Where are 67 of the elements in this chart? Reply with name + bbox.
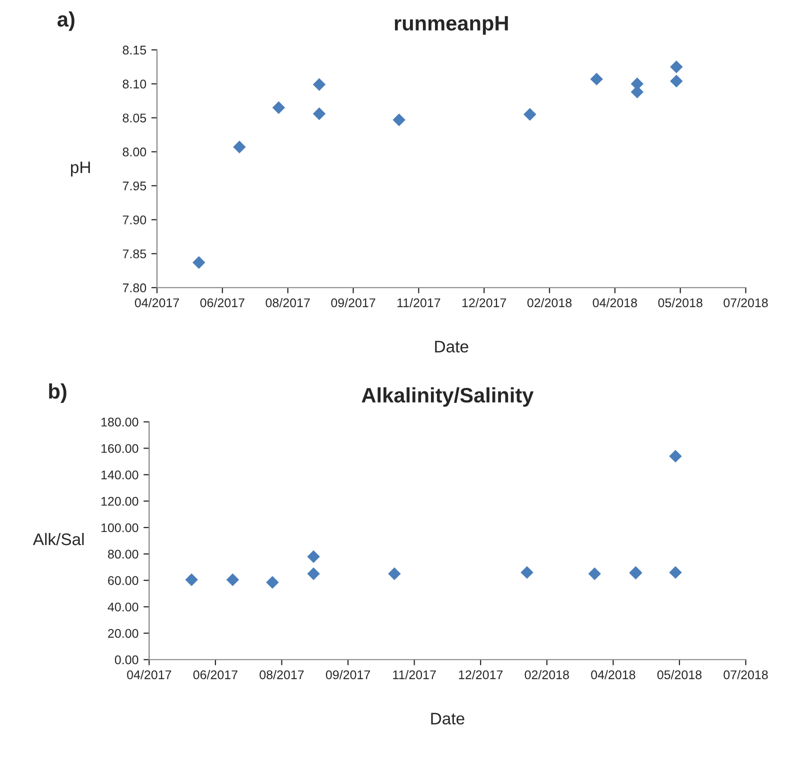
y-tick-label: 40.00 — [108, 602, 138, 612]
point — [266, 576, 279, 589]
y-tick-label: 8.00 — [122, 148, 146, 156]
x-tick-label: 06/2017 — [200, 298, 244, 308]
x-tick-label: 09/2017 — [331, 298, 376, 308]
x-tick-label: 04/2017 — [127, 670, 172, 680]
chart-title: runmeanpH — [394, 16, 508, 35]
x-tick-label: 07/2018 — [724, 298, 768, 308]
x-tick-label: 12/2017 — [458, 670, 503, 680]
y-tick-label: 8.15 — [122, 46, 146, 55]
point — [590, 72, 603, 86]
y-tick-label: 7.85 — [122, 249, 146, 258]
x-tick-label: 08/2017 — [260, 670, 304, 680]
point — [307, 550, 320, 563]
x-tick-label: 05/2018 — [658, 298, 702, 308]
point — [185, 573, 198, 586]
point — [226, 573, 240, 586]
x-tick-label: 11/2017 — [393, 670, 436, 680]
point — [192, 256, 206, 269]
y-tick-label: 60.00 — [108, 576, 138, 586]
y-tick-label: 160.00 — [101, 444, 138, 453]
y-axis-title: Alk/Sal — [32, 532, 84, 546]
x-tick-label: 02/2018 — [527, 298, 572, 308]
x-tick-label: 09/2017 — [326, 670, 370, 680]
point — [588, 567, 601, 580]
point — [312, 107, 326, 120]
y-tick-label: 7.80 — [122, 283, 146, 292]
y-tick-label: 7.90 — [122, 215, 146, 224]
y-tick-label: 20.00 — [108, 629, 138, 638]
x-axis-title: Date — [435, 340, 468, 352]
point — [312, 78, 326, 91]
text: b) — [49, 383, 66, 403]
y-tick-label: 8.10 — [122, 80, 146, 88]
y-tick-label: 140.00 — [101, 470, 138, 480]
point — [630, 86, 644, 98]
point — [272, 101, 286, 114]
y-tick-label: 180.00 — [101, 418, 138, 426]
x-axis-title: Date — [431, 712, 464, 724]
y-tick-label: 0.00 — [114, 655, 138, 664]
y-tick-label: 8.05 — [122, 114, 146, 122]
x-tick-label: 11/2017 — [397, 298, 440, 308]
x-tick-label: 04/2018 — [591, 670, 636, 680]
point — [307, 567, 320, 580]
point — [233, 140, 246, 154]
y-tick-label: 80.00 — [108, 550, 138, 559]
point — [392, 113, 406, 126]
point — [388, 567, 401, 580]
x-tick-label: 02/2018 — [524, 670, 569, 680]
point — [669, 566, 682, 579]
y-tick-label: 120.00 — [101, 496, 138, 506]
x-tick-label: 06/2017 — [193, 670, 238, 680]
point — [670, 60, 683, 74]
point — [520, 566, 534, 579]
text: a) — [58, 11, 74, 31]
y-tick-label: 100.00 — [101, 523, 138, 532]
point — [670, 74, 683, 88]
x-tick-label: 12/2017 — [462, 298, 506, 308]
x-tick-label: 05/2018 — [657, 670, 702, 680]
chart-title: Alkalinity/Salinity — [362, 387, 534, 407]
x-tick-label: 08/2017 — [266, 298, 310, 308]
point — [524, 108, 536, 121]
y-tick-label: 7.95 — [122, 182, 146, 190]
point — [669, 450, 682, 463]
y-axis-title: pH — [71, 162, 90, 177]
x-tick-label: 07/2018 — [724, 670, 768, 680]
x-tick-label: 04/2017 — [134, 298, 179, 308]
x-tick-label: 04/2018 — [592, 298, 637, 308]
